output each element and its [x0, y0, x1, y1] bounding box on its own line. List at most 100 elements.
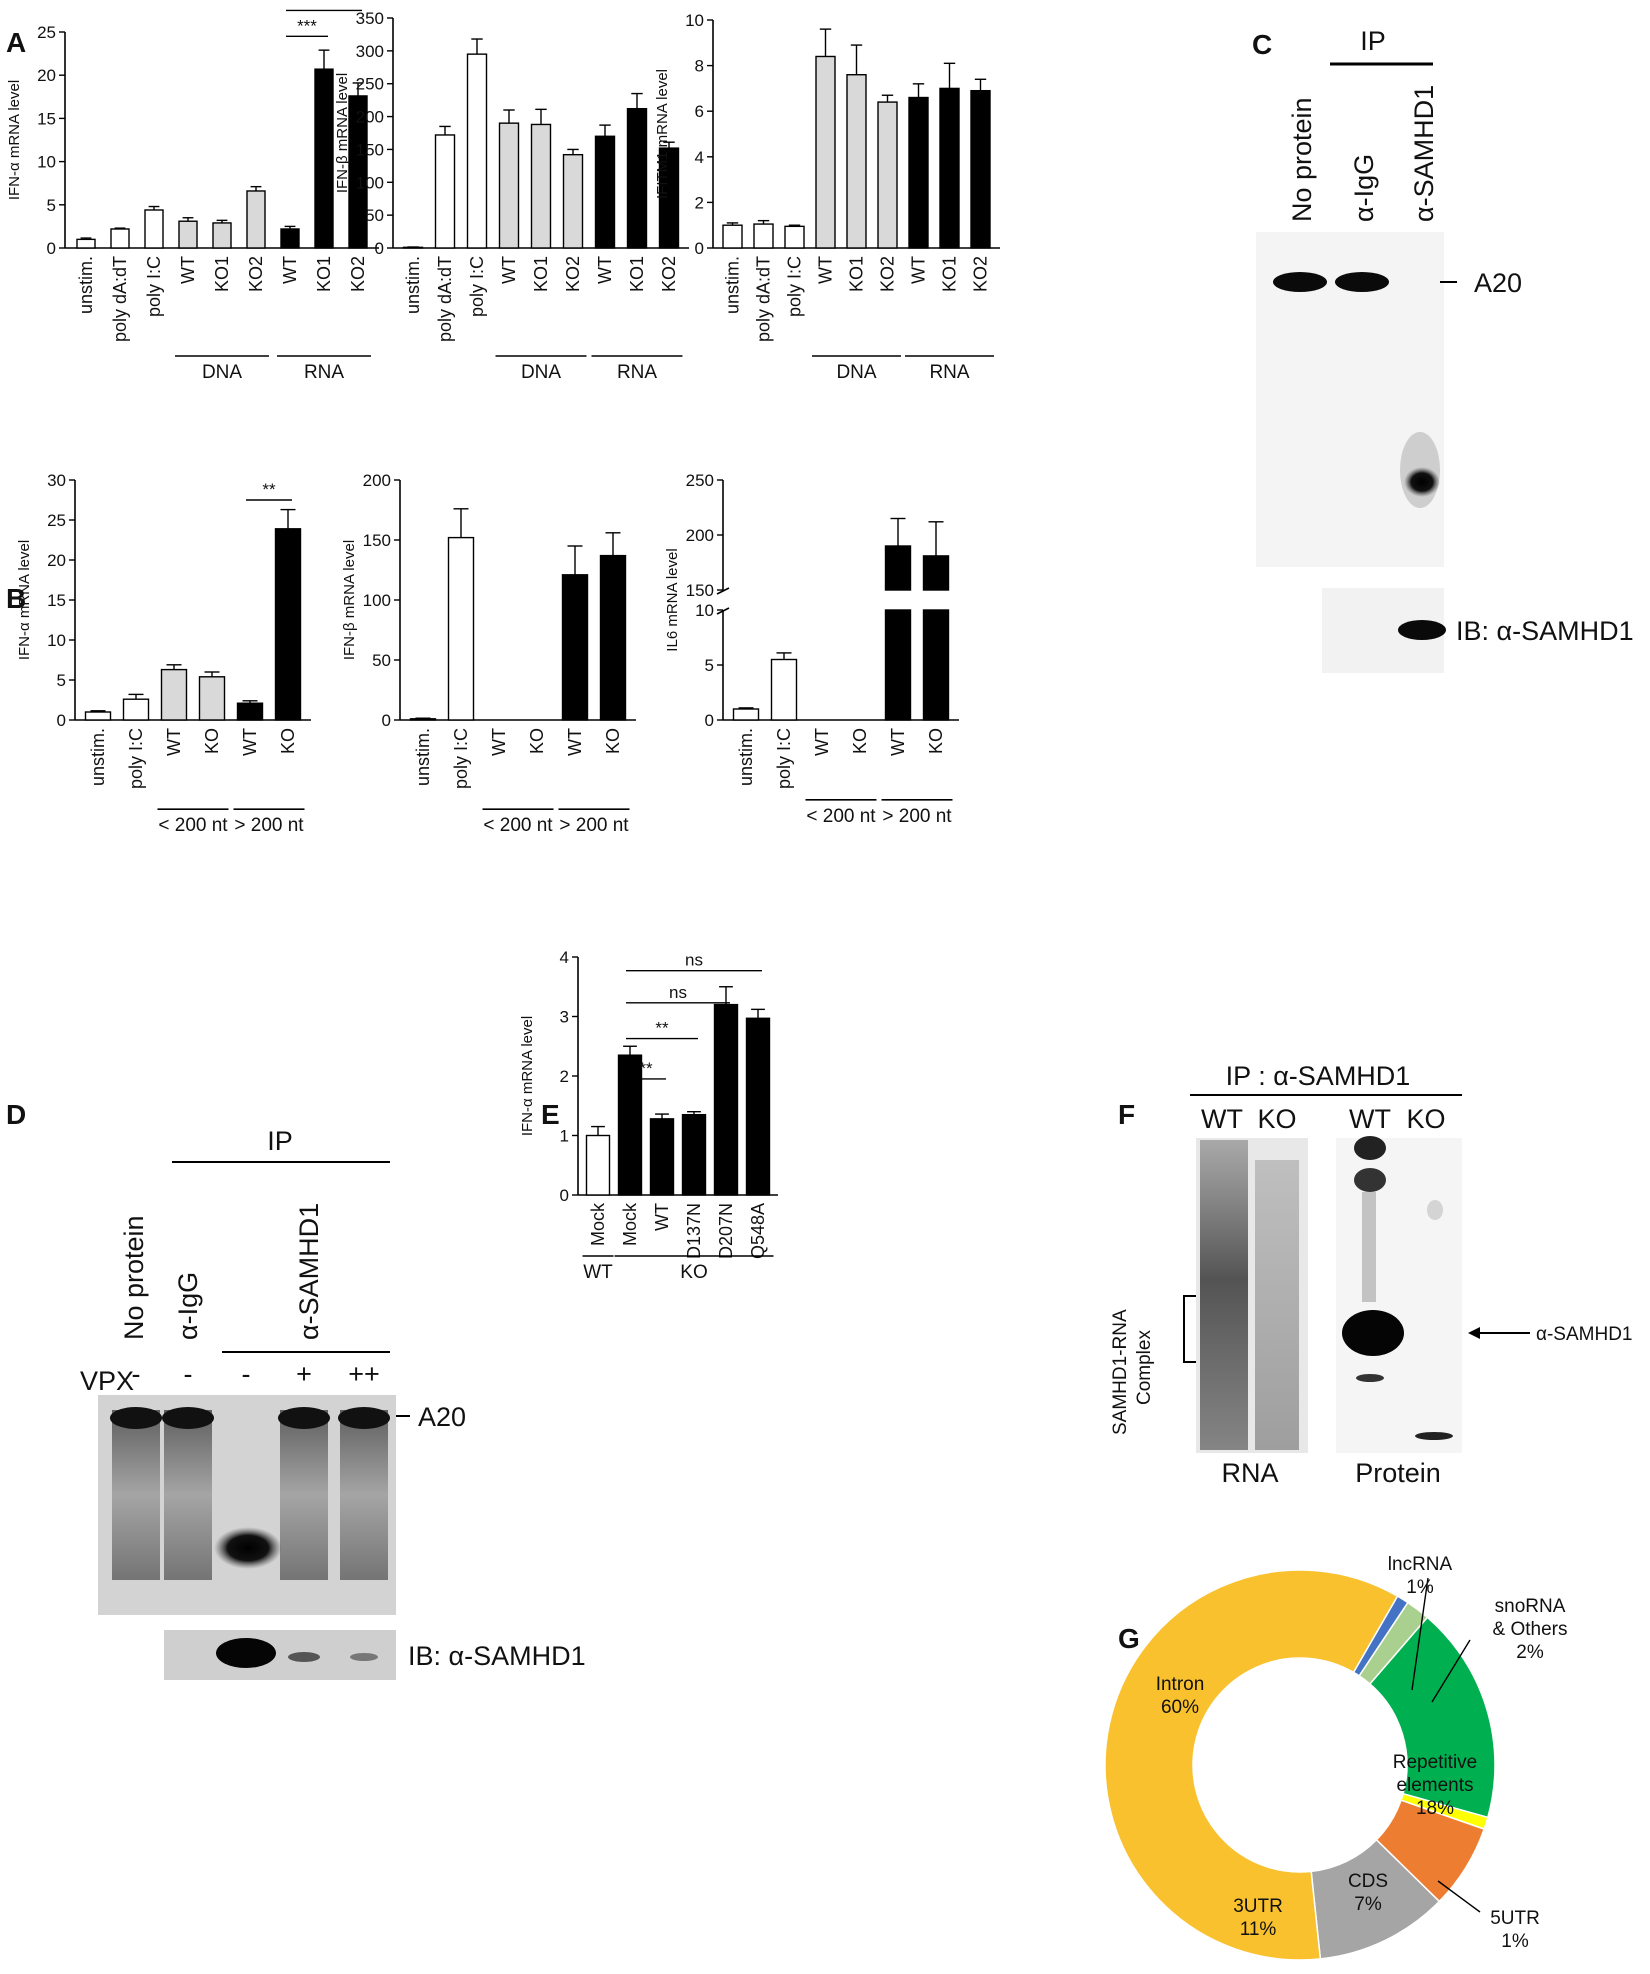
y-axis-label: IFN-α mRNA level: [16, 540, 33, 660]
bar: [402, 246, 424, 249]
group-label: DNA: [521, 362, 561, 383]
group-label: RNA: [617, 362, 657, 383]
blot-f-arrow-label: α-SAMHD1: [1536, 1324, 1633, 1345]
bar: [498, 122, 520, 249]
bar: [530, 123, 552, 249]
x-tick-label: WT: [280, 256, 300, 284]
blot-f-complex-bracket: [1183, 1295, 1196, 1363]
group-label: < 200 nt: [483, 815, 553, 836]
significance-label: ***: [314, 0, 334, 9]
bar: [246, 190, 266, 249]
bar: [466, 53, 488, 249]
bar: [122, 698, 150, 721]
y-axis-label: IL6 mRNA level: [664, 548, 681, 651]
blot-c-band-3: [1404, 467, 1440, 497]
panel-label-e: E: [541, 1099, 560, 1130]
y-tick-label: 4: [560, 948, 569, 967]
y-tick-label: 25: [37, 23, 56, 42]
blot-f-bottom-rna: RNA: [1221, 1458, 1278, 1488]
blot-f-arrow-head: [1468, 1327, 1480, 1339]
blot-d-band-4: [278, 1407, 330, 1429]
x-tick-label: WT: [499, 256, 519, 284]
y-tick-label: 20: [47, 551, 66, 570]
bar-upper: [922, 555, 950, 591]
blot-d-vpx-5: ++: [348, 1359, 380, 1389]
x-tick-label: KO1: [531, 256, 551, 292]
group-label: DNA: [202, 362, 242, 383]
x-tick-label: KO2: [348, 256, 368, 292]
y-tick-label: 6: [695, 102, 704, 121]
group-label: RNA: [304, 362, 344, 383]
y-tick-label: 0: [382, 711, 391, 730]
y-tick-label: 15: [37, 109, 56, 128]
group-label: < 200 nt: [806, 806, 876, 827]
x-tick-label: poly I:C: [126, 728, 146, 789]
y-tick-label: 2: [560, 1067, 569, 1086]
bar: [970, 89, 991, 249]
bar: [846, 74, 867, 249]
x-tick-label: KO2: [878, 256, 898, 292]
blot-d-smear-5: [340, 1410, 388, 1580]
x-tick-label: KO: [603, 728, 623, 754]
y-tick-label: 0: [47, 239, 56, 258]
bar: [681, 1113, 707, 1196]
blot-d-vpx-3: -: [242, 1359, 251, 1389]
y-tick-label: 8: [695, 57, 704, 76]
y-tick-label: 0: [57, 711, 66, 730]
group-label: RNA: [929, 362, 969, 383]
bar: [348, 95, 368, 249]
donut-label: elements: [1396, 1775, 1473, 1796]
blot-f-protein-ko-band: [1415, 1432, 1453, 1440]
bar: [770, 658, 798, 721]
blot-f-protein-smear: [1362, 1192, 1376, 1302]
bar: [274, 528, 302, 721]
bar-lower: [922, 609, 950, 721]
x-tick-label: D207N: [716, 1203, 736, 1259]
significance-label: ns: [685, 951, 703, 970]
chart-a-ifn-alpha: 0 5 10 15 20 25 IFN-α mRNA level unstim. poly dA…: [6, 0, 379, 383]
bar: [753, 223, 774, 249]
blot-d-vpx-2: -: [184, 1359, 193, 1389]
y-tick-label: 5: [47, 196, 56, 215]
y-tick-label: 150: [686, 581, 714, 600]
group-label: > 200 nt: [234, 815, 304, 836]
y-tick-label: 200: [356, 108, 384, 127]
bar: [617, 1054, 643, 1196]
group-label: > 200 nt: [882, 806, 952, 827]
bar: [562, 153, 584, 249]
bar: [409, 718, 437, 721]
y-axis-label: IFN-β mRNA level: [341, 540, 358, 660]
y-axis-label: IFN-α mRNA level: [519, 1016, 536, 1136]
blot-d-ib-band-5: [350, 1653, 378, 1661]
y-tick-label: 10: [47, 631, 66, 650]
leader-line: [1437, 1880, 1481, 1913]
blot-f-protein-ko-faint: [1427, 1200, 1443, 1220]
blot-f-rna-ko-smear: [1255, 1160, 1299, 1450]
chart-b-ifn-alpha: 0 5 10 15 20 25 30 IFN-α mRNA level unstim. poly …: [16, 471, 311, 836]
blot-f-protein-top-band: [1354, 1136, 1386, 1160]
x-tick-label: KO2: [563, 256, 583, 292]
panel-label-g: G: [1118, 1623, 1140, 1654]
bar: [314, 68, 334, 249]
y-tick-label: 250: [356, 75, 384, 94]
bar-lower: [884, 609, 912, 721]
y-tick-label: 10: [685, 11, 704, 30]
y-tick-label: 250: [686, 471, 714, 490]
group-label: DNA: [836, 362, 876, 383]
chart-a-ifitm1: 0 2 4 6 8 10 IFITM1 mRNA level unstim. poly dA:d…: [654, 11, 1000, 383]
y-tick-label: 300: [356, 42, 384, 61]
blot-d-ib-label: IB: α-SAMHD1: [408, 1641, 586, 1671]
x-tick-label: D137N: [684, 1203, 704, 1259]
y-tick-label: 4: [695, 148, 704, 167]
x-tick-label: KO1: [627, 256, 647, 292]
y-tick-label: 200: [363, 471, 391, 490]
y-axis-label: IFN-β mRNA level: [334, 73, 351, 193]
x-tick-label: Mock: [620, 1202, 640, 1246]
x-tick-label: WT: [909, 256, 929, 284]
significance-label: **: [262, 480, 276, 499]
y-tick-label: 0: [705, 711, 714, 730]
bar: [144, 209, 164, 249]
y-tick-label: 0: [695, 239, 704, 258]
x-tick-label: Mock: [588, 1202, 608, 1246]
